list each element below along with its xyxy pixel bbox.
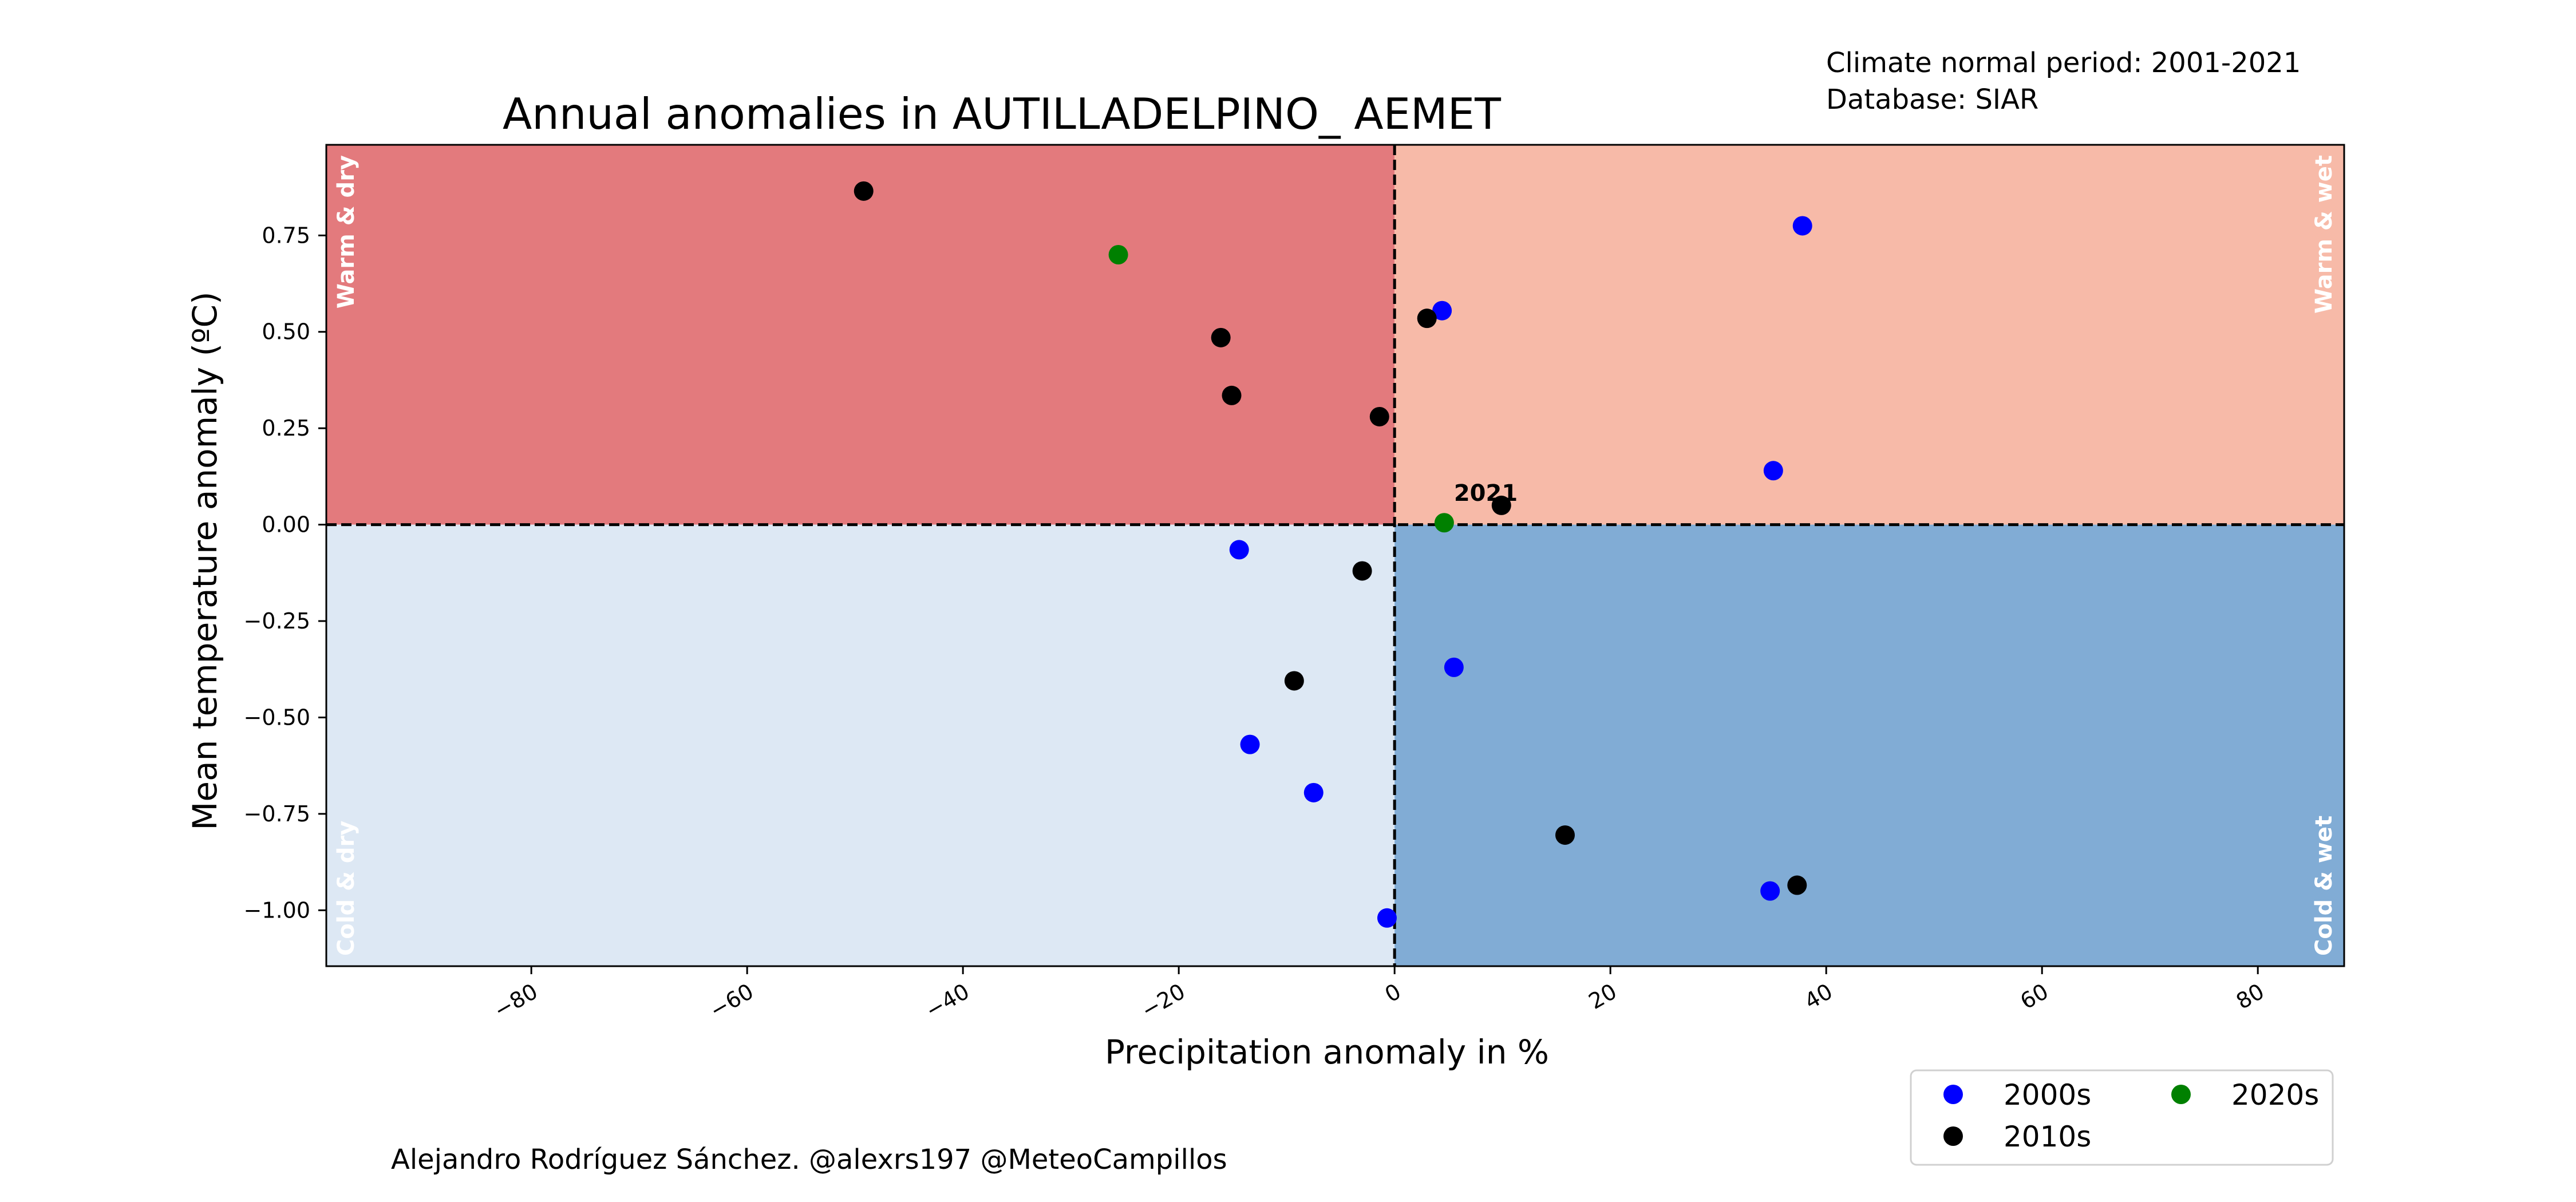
legend-marker-2020s — [2171, 1085, 2191, 1104]
label-warm-dry: Warm & dry — [333, 155, 359, 309]
y-tick-label-6: −0.75 — [244, 801, 310, 827]
point-2010s-1 — [1211, 327, 1231, 347]
y-axis-ticks: 0.75 0.50 0.25 0.00 −0.25 −0.50 −0.75 −1.00 — [244, 223, 326, 923]
data-points — [854, 181, 1812, 928]
x-tick-label-3: −20 — [1137, 979, 1189, 1023]
x-axis-label: Precipitation anomaly in % — [1105, 1033, 1549, 1071]
x-tick-label-6: 40 — [1800, 979, 1837, 1014]
quadrant-warm-wet — [1394, 145, 2344, 525]
point-2010s-7 — [1284, 671, 1304, 691]
credit-note: Alejandro Rodríguez Sánchez. @alexrs197 … — [391, 1144, 1227, 1176]
point-annotations: 2021 — [1454, 480, 1518, 507]
y-tick-label-5: −0.50 — [244, 705, 310, 730]
point-2010s-3 — [1222, 385, 1242, 405]
x-tick-label-5: 20 — [1585, 979, 1621, 1014]
y-axis-label: Mean temperature anomaly (ºC) — [185, 291, 224, 830]
x-tick-label-1: −60 — [705, 979, 757, 1023]
point-2020s-0 — [1108, 245, 1128, 265]
point-2010s-2 — [1417, 309, 1437, 329]
x-tick-label-4: 0 — [1381, 979, 1405, 1007]
quadrant-cold-dry — [326, 524, 1395, 966]
point-2010s-0 — [854, 181, 874, 201]
database-note: Database: SIAR — [1826, 84, 2038, 116]
legend-marker-2010s — [1943, 1126, 1963, 1146]
point-2000s-7 — [1760, 881, 1780, 901]
label-cold-wet: Cold & wet — [2311, 816, 2337, 956]
point-2010s-6 — [1352, 561, 1372, 581]
point-2000s-0 — [1792, 216, 1812, 236]
y-tick-label-2: 0.25 — [262, 416, 310, 441]
label-cold-dry: Cold & dry — [333, 821, 359, 956]
point-2010s-5 — [1491, 495, 1511, 515]
quadrant-labels: Warm & dry Warm & wet Cold & dry Cold & wet — [333, 155, 2337, 956]
climate-period-note: Climate normal period: 2001-2021 — [1826, 47, 2301, 79]
zero-lines — [326, 145, 2344, 966]
x-tick-label-0: −80 — [489, 979, 542, 1023]
x-axis-ticks: −80 −60 −40 −20 0 20 40 60 80 — [489, 966, 2269, 1023]
point-2020s-1 — [1434, 513, 1454, 533]
y-tick-label-7: −1.00 — [244, 897, 310, 923]
point-2010s-8 — [1555, 825, 1575, 845]
y-tick-label-0: 0.75 — [262, 223, 310, 248]
x-tick-label-7: 60 — [2016, 979, 2053, 1014]
point-2000s-2 — [1763, 461, 1783, 481]
point-2000s-1 — [1432, 300, 1452, 321]
y-tick-label-4: −0.25 — [244, 608, 310, 634]
point-2000s-5 — [1240, 734, 1260, 754]
point-2010s-4 — [1369, 406, 1389, 426]
legend-marker-2000s — [1943, 1085, 1963, 1104]
quadrant-backgrounds — [326, 145, 2344, 966]
plot-frame — [325, 144, 2345, 967]
label-warm-wet: Warm & wet — [2311, 155, 2337, 314]
y-tick-label-3: 0.00 — [262, 512, 310, 537]
annotation-0: 2021 — [1454, 480, 1518, 507]
x-tick-label-2: −40 — [921, 979, 973, 1023]
legend-label-2010s: 2010s — [2004, 1120, 2091, 1153]
point-2000s-3 — [1229, 540, 1249, 560]
legend-label-2000s: 2000s — [2004, 1078, 2091, 1112]
legend-frame — [1910, 1069, 2334, 1166]
chart-title: Annual anomalies in AUTILLADELPINO_ AEME… — [503, 89, 1502, 139]
point-2000s-8 — [1377, 908, 1397, 928]
point-2010s-9 — [1787, 875, 1807, 895]
x-tick-label-8: 80 — [2232, 979, 2269, 1014]
point-2000s-6 — [1303, 782, 1323, 802]
y-tick-label-1: 0.50 — [262, 319, 310, 345]
legend: 2000s 2020s 2010s — [1910, 1069, 2334, 1166]
quadrant-warm-dry — [326, 145, 1395, 525]
legend-label-2020s: 2020s — [2231, 1078, 2319, 1112]
point-2000s-4 — [1444, 657, 1464, 677]
quadrant-cold-wet — [1394, 524, 2344, 966]
